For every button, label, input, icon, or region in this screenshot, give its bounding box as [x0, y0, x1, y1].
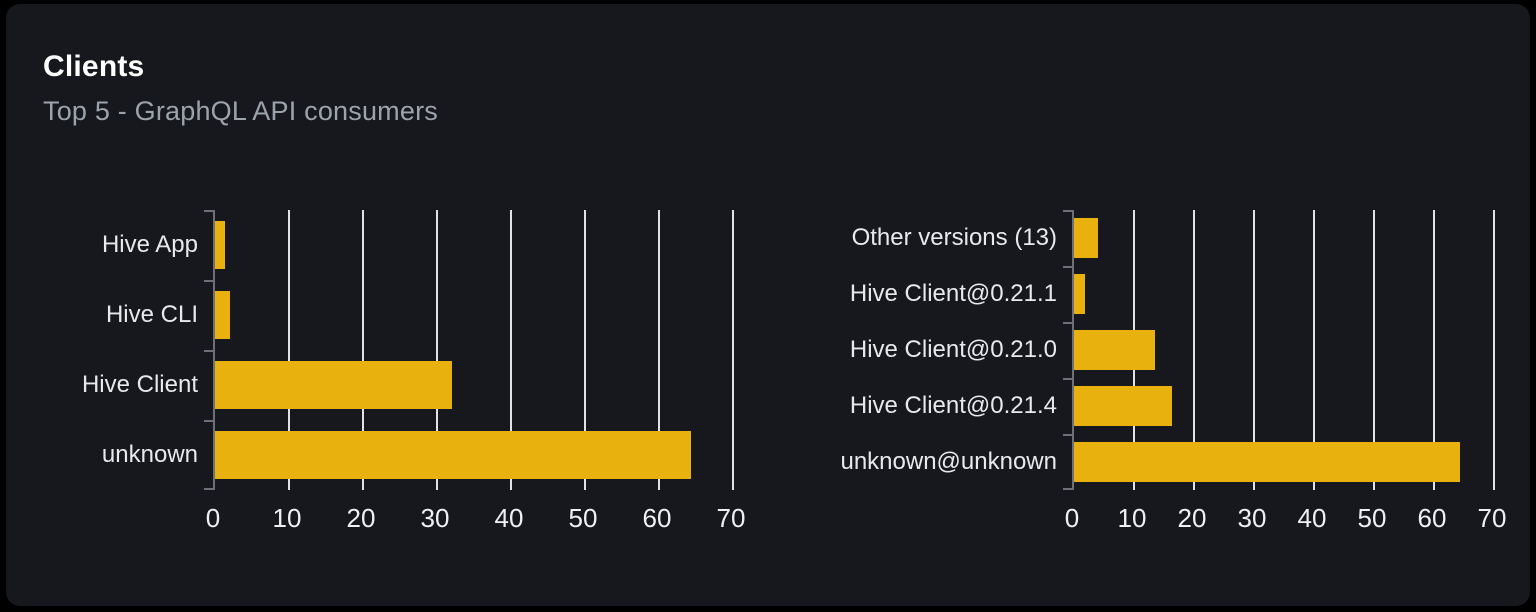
gridline — [1253, 210, 1255, 490]
bar-hive-client[interactable] — [215, 361, 452, 409]
bar-unknown[interactable] — [215, 431, 691, 479]
gridline — [1373, 210, 1375, 490]
x-axis-tick-label: 50 — [568, 503, 598, 533]
card-title: Clients — [43, 50, 145, 83]
x-axis-tick-label: 10 — [272, 503, 302, 533]
x-axis-tick-label: 0 — [1064, 503, 1080, 533]
y-axis-tick — [1063, 488, 1072, 490]
y-axis-tick — [1063, 322, 1072, 324]
bar-other-versions-13-[interactable] — [1074, 218, 1098, 258]
y-axis-category-label: unknown — [101, 441, 198, 468]
x-axis-tick-label: 0 — [205, 503, 221, 533]
y-axis-category-label: Hive App — [101, 231, 198, 258]
bar-hive-client-0-21-0[interactable] — [1074, 330, 1155, 370]
gridline — [510, 210, 512, 490]
gridline — [658, 210, 660, 490]
gridline — [1193, 210, 1195, 490]
gridline — [362, 210, 364, 490]
gridline — [1433, 210, 1435, 490]
clients-card: Clients Top 5 - GraphQL API consumers 0 1… — [6, 4, 1530, 606]
y-axis-tick — [204, 488, 213, 490]
bar-hive-client-0-21-1[interactable] — [1074, 274, 1085, 314]
x-axis-tick-label: 20 — [1177, 503, 1207, 533]
y-axis-tick — [1063, 266, 1072, 268]
plot-area — [204, 210, 734, 490]
x-axis-tick-label: 60 — [1417, 503, 1447, 533]
card-subtitle: Top 5 - GraphQL API consumers — [43, 96, 438, 126]
y-axis-category-label: unknown@unknown — [840, 448, 1057, 475]
bar-hive-client-0-21-4[interactable] — [1074, 386, 1172, 426]
clients-by-name-chart: 0 10 20 30 40 50 60 70 Hive App Hive CLI Hive Clie… — [33, 210, 776, 550]
x-axis-tick-label: 20 — [346, 503, 376, 533]
y-axis-category-label: Hive CLI — [105, 301, 198, 328]
x-axis-tick-label: 40 — [1297, 503, 1327, 533]
plot-area — [1063, 210, 1495, 490]
x-axis-tick-label: 70 — [716, 503, 746, 533]
y-axis-tick — [204, 420, 213, 422]
y-axis-tick — [204, 210, 213, 212]
gridline — [1313, 210, 1315, 490]
gridline — [288, 210, 290, 490]
x-axis-tick-label: 40 — [494, 503, 524, 533]
y-axis-category-label: Hive Client@0.21.0 — [849, 336, 1057, 363]
y-axis-category-label: Hive Client@0.21.4 — [849, 392, 1057, 419]
y-axis-category-label: Other versions (13) — [851, 224, 1057, 251]
y-axis-tick — [1063, 378, 1072, 380]
x-axis-tick-label: 30 — [420, 503, 450, 533]
y-axis-category-label: Hive Client — [81, 371, 198, 398]
gridline — [436, 210, 438, 490]
gridline — [584, 210, 586, 490]
gridline — [1493, 210, 1495, 490]
y-axis-category-label: Hive Client@0.21.1 — [849, 280, 1057, 307]
x-axis-tick-label: 70 — [1477, 503, 1507, 533]
bar-hive-app[interactable] — [215, 221, 225, 269]
bar-unknown-unknown[interactable] — [1074, 442, 1460, 482]
y-axis-tick — [204, 280, 213, 282]
bar-hive-cli[interactable] — [215, 291, 230, 339]
x-axis-tick-label: 10 — [1117, 503, 1147, 533]
x-axis-tick-label: 50 — [1357, 503, 1387, 533]
x-axis-tick-label: 30 — [1237, 503, 1267, 533]
y-axis-tick — [204, 350, 213, 352]
y-axis-tick — [1063, 210, 1072, 212]
gridline — [732, 210, 734, 490]
y-axis-tick — [1063, 434, 1072, 436]
x-axis-tick-label: 60 — [642, 503, 672, 533]
clients-by-version-chart: 0 10 20 30 40 50 60 70 Other versions (13) Hive C… — [836, 210, 1536, 550]
